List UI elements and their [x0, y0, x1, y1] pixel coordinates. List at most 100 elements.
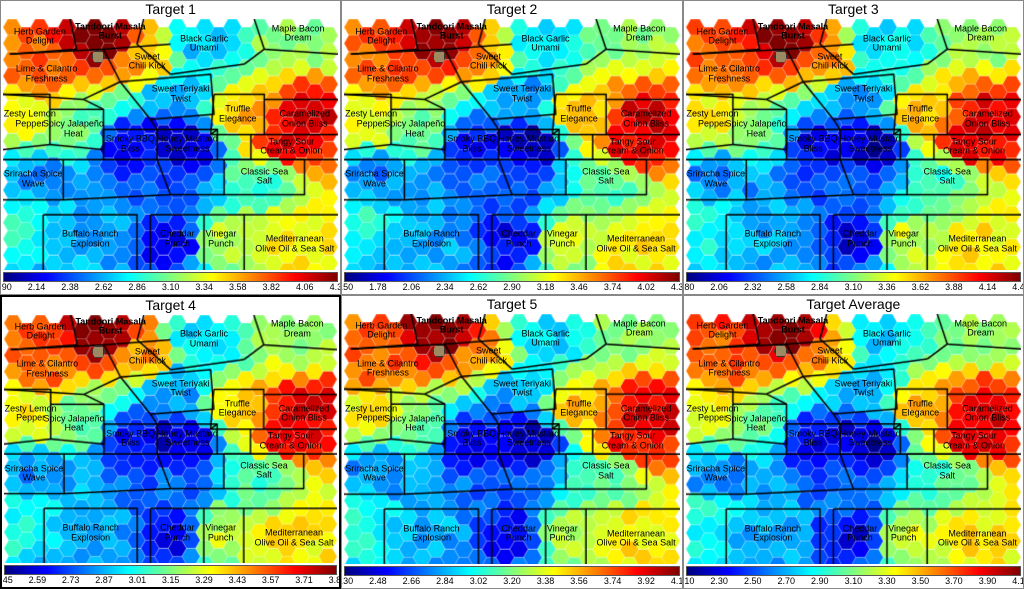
hex-map [686, 19, 1021, 270]
colorbar-tick: 3.70 [945, 576, 963, 586]
colorbar-tick: 4.10 [671, 576, 683, 586]
colorbar-ticks: 1.501.782.062.342.622.903.183.463.744.02… [344, 282, 679, 294]
colorbar-tick: 4.30 [330, 282, 342, 292]
colorbar-tick: 3.58 [229, 282, 247, 292]
colorbar-tick: 3.02 [470, 576, 488, 586]
colorbar-tick: 2.30 [710, 576, 728, 586]
colorbar-tick: 3.50 [912, 576, 930, 586]
colorbar-ticks: 2.10 2.30 2.50 2.70 2.90 3.10 3.30 3.50 3.70 3.90… [686, 576, 1021, 588]
hex-map [4, 315, 337, 564]
colorbar-gradient [3, 272, 338, 282]
colorbar-tick: 3.30 [878, 576, 896, 586]
panel-title: Target Average [684, 296, 1023, 312]
colorbar-tick: 3.29 [195, 575, 213, 585]
colorbar-gradient [344, 566, 679, 576]
colorbar-tick: 2.06 [403, 282, 421, 292]
colorbar-ticks: 2.30 2.48 2.66 2.84 3.02 3.20 3.38 3.56 3.74 3.92… [344, 576, 679, 588]
colorbar-tick: 3.10 [845, 282, 863, 292]
colorbar-tick: 1.90 [0, 282, 12, 292]
panel-4: Target 5Herb Garden DelightTandoori Masa… [341, 295, 682, 589]
colorbar-ticks: 1.90 2.14 2.38 2.62 2.86 3.10 3.34 3.58 3.82 4.06… [3, 282, 338, 294]
colorbar-gradient [686, 566, 1021, 576]
colorbar-tick: 2.90 [811, 576, 829, 586]
hex-map [344, 314, 679, 565]
colorbar-tick: 1.80 [683, 282, 695, 292]
colorbar-tick: 2.32 [744, 282, 762, 292]
colorbar-tick: 2.58 [777, 282, 795, 292]
colorbar-tick: 3.71 [295, 575, 313, 585]
colorbar-tick: 3.90 [979, 576, 997, 586]
colorbar-tick: 4.02 [637, 282, 655, 292]
colorbar-tick: 4.10 [1012, 576, 1024, 586]
colorbar-tick: 3.62 [912, 282, 930, 292]
colorbar-tick: 3.43 [229, 575, 247, 585]
colorbar-ticks: 1.80 2.06 2.32 2.58 2.84 3.10 3.36 3.62 3.88 4.14… [686, 282, 1021, 294]
colorbar-tick: 2.30 [341, 576, 353, 586]
panel-title: Target 2 [342, 1, 681, 17]
colorbar-tick: 2.06 [710, 282, 728, 292]
panel-1: Target 2Herb Garden DelightTandoori Masa… [341, 0, 682, 295]
colorbar-tick: 3.01 [129, 575, 147, 585]
colorbar-tick: 2.73 [62, 575, 80, 585]
colorbar-tick: 3.15 [162, 575, 180, 585]
colorbar-tick: 3.92 [637, 576, 655, 586]
colorbar-tick: 2.62 [95, 282, 113, 292]
colorbar-tick: 3.74 [604, 282, 622, 292]
panel-3: Target 4Herb Garden DelightTandoori Masa… [0, 295, 341, 589]
colorbar-tick: 3.57 [262, 575, 280, 585]
colorbar-tick: 2.14 [28, 282, 46, 292]
panel-5: Target AverageHerb Garden DelightTandoor… [683, 295, 1024, 589]
colorbar-tick: 4.40 [1012, 282, 1024, 292]
colorbar-tick: 2.10 [683, 576, 695, 586]
colorbar-tick: 3.10 [162, 282, 180, 292]
colorbar-tick: 2.48 [369, 576, 387, 586]
colorbar-tick: 3.46 [570, 282, 588, 292]
colorbar-tick: 2.84 [811, 282, 829, 292]
colorbar-tick: 4.06 [296, 282, 314, 292]
colorbar-tick: 3.74 [604, 576, 622, 586]
panel-title: Target 5 [342, 296, 681, 312]
colorbar-gradient [344, 272, 679, 282]
panel-2: Target 3Herb Garden DelightTandoori Masa… [683, 0, 1024, 295]
hex-map [344, 19, 679, 270]
panel-0: Target 1Herb Garden DelightTandoori Masa… [0, 0, 341, 295]
colorbar-tick: 2.70 [777, 576, 795, 586]
colorbar-tick: 3.18 [537, 282, 555, 292]
colorbar-tick: 2.62 [470, 282, 488, 292]
colorbar-tick: 3.88 [945, 282, 963, 292]
colorbar-gradient [4, 565, 337, 575]
colorbar-tick: 2.90 [503, 282, 521, 292]
hex-map [3, 19, 338, 270]
colorbar: 1.501.782.062.342.622.903.183.463.744.02… [344, 272, 679, 292]
panel-title: Target 3 [684, 1, 1023, 17]
colorbar-gradient [686, 272, 1021, 282]
colorbar-tick: 3.36 [878, 282, 896, 292]
colorbar-tick: 3.38 [537, 576, 555, 586]
colorbar-tick: 3.85 [329, 575, 342, 585]
colorbar: 2.452.592.732.873.013.153.293.433.573.71… [4, 565, 337, 585]
colorbar-tick: 3.82 [262, 282, 280, 292]
colorbar-tick: 2.38 [61, 282, 79, 292]
hex-map [686, 314, 1021, 565]
colorbar-tick: 1.78 [369, 282, 387, 292]
colorbar-tick: 2.50 [744, 576, 762, 586]
colorbar-tick: 2.84 [436, 576, 454, 586]
colorbar-tick: 2.87 [95, 575, 113, 585]
colorbar-tick: 2.86 [128, 282, 146, 292]
colorbar-tick: 4.14 [979, 282, 997, 292]
colorbar: 1.90 2.14 2.38 2.62 2.86 3.10 3.34 3.58 3.82 4.06… [3, 272, 338, 292]
panel-title: Target 1 [1, 1, 340, 17]
colorbar-tick: 3.56 [570, 576, 588, 586]
colorbar-tick: 3.20 [503, 576, 521, 586]
colorbar: 1.80 2.06 2.32 2.58 2.84 3.10 3.36 3.62 3.88 4.14… [686, 272, 1021, 292]
colorbar: 2.10 2.30 2.50 2.70 2.90 3.10 3.30 3.50 3.70 3.90… [686, 566, 1021, 586]
colorbar-tick: 3.34 [195, 282, 213, 292]
colorbar-tick: 3.10 [845, 576, 863, 586]
colorbar-tick: 2.34 [436, 282, 454, 292]
colorbar-ticks: 2.452.592.732.873.013.153.293.433.573.71… [4, 575, 337, 587]
colorbar-tick: 4.30 [671, 282, 683, 292]
colorbar-tick: 2.45 [0, 575, 13, 585]
colorbar-tick: 2.59 [29, 575, 47, 585]
panel-title: Target 4 [2, 297, 339, 313]
colorbar-tick: 2.66 [403, 576, 421, 586]
